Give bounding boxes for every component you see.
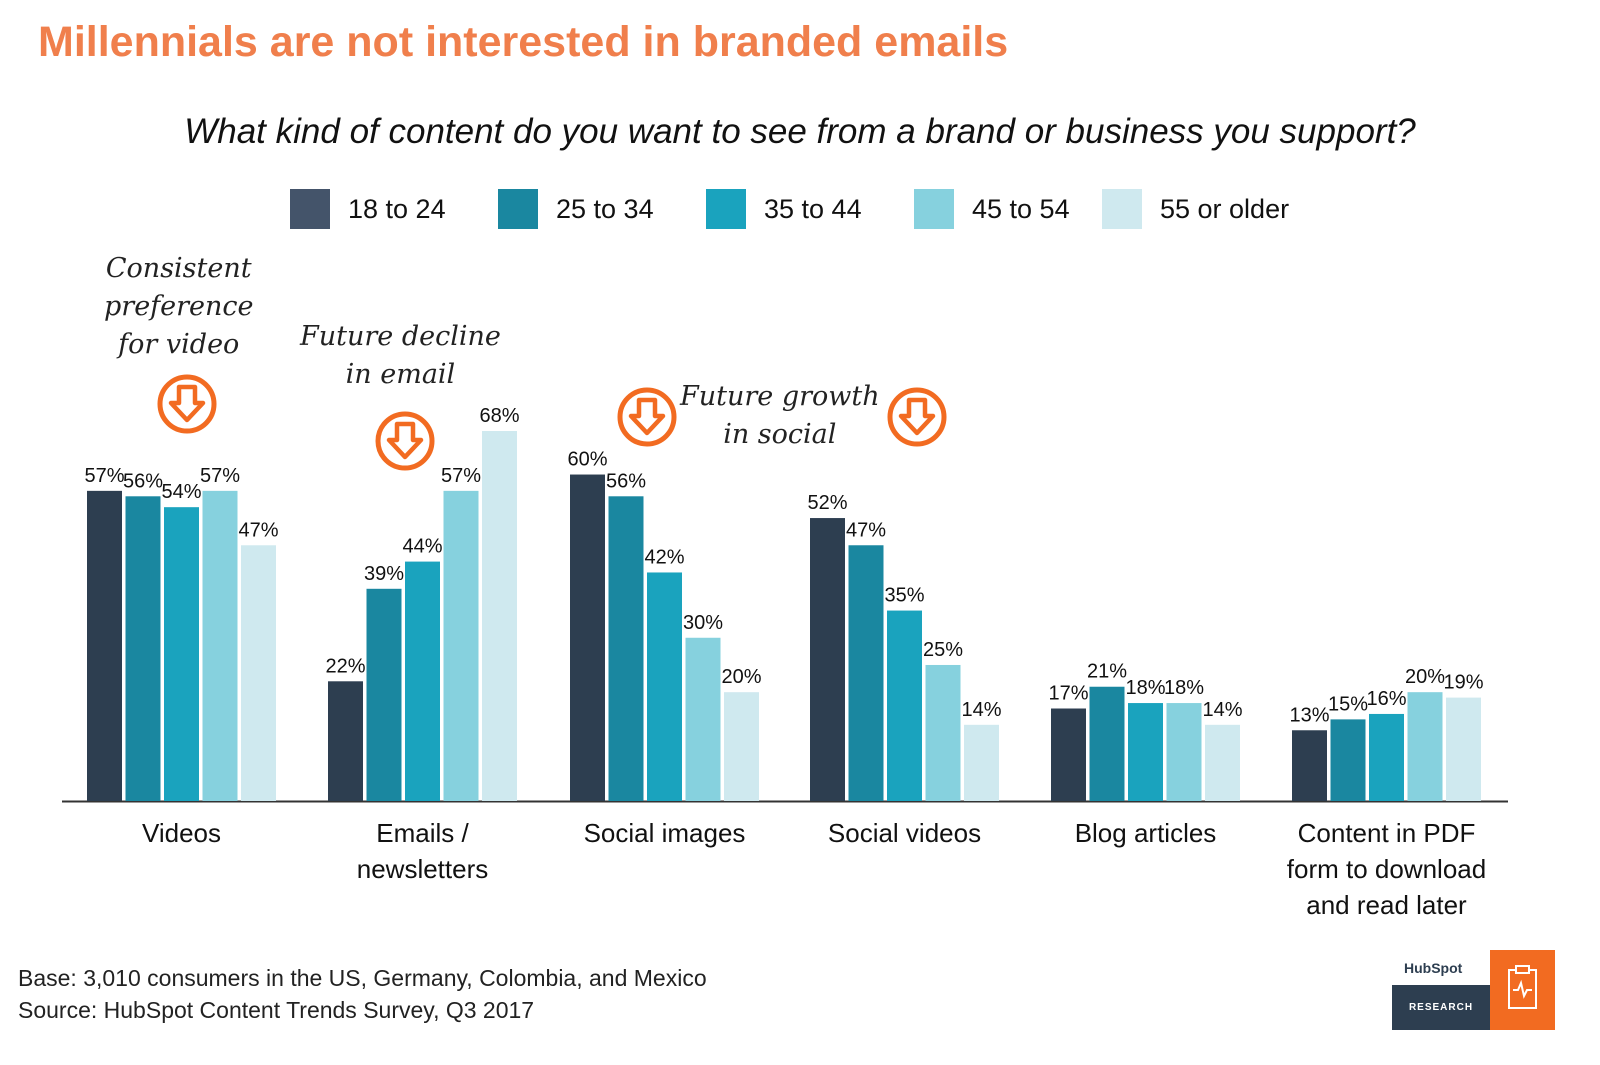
data-label: 13%: [1289, 704, 1329, 726]
category-label: Videos: [142, 818, 221, 848]
data-label: 68%: [479, 405, 519, 427]
bar: [1166, 703, 1202, 801]
bar: [608, 496, 644, 801]
bar: [443, 490, 479, 801]
bar: [724, 692, 759, 801]
bar: [925, 664, 961, 801]
annotation-email: Future decline in email: [300, 321, 501, 390]
data-label: 14%: [961, 699, 1001, 721]
bar: [1128, 703, 1163, 801]
legend-item-35-44: 35 to 44: [706, 188, 862, 230]
bar: [1205, 724, 1240, 801]
legend-label: 18 to 24: [348, 193, 446, 224]
bar: [848, 545, 884, 801]
data-label: 30%: [683, 612, 723, 634]
data-label: 16%: [1366, 688, 1406, 710]
data-label: 35%: [884, 585, 924, 607]
data-label: 21%: [1087, 661, 1127, 683]
page-title: Millennials are not interested in brande…: [38, 18, 1009, 66]
data-label: 52%: [807, 492, 847, 514]
bar: [1051, 708, 1086, 801]
bar: [241, 545, 276, 801]
legend-label: 25 to 34: [556, 193, 654, 224]
data-label: 57%: [200, 465, 240, 487]
category-label: Emails / newsletters: [357, 818, 489, 884]
legend-label: 35 to 44: [764, 193, 862, 224]
footer-source: Source: HubSpot Content Trends Survey, Q…: [18, 997, 535, 1023]
arrow-down-circle-icon: [157, 374, 217, 434]
bar: [1407, 692, 1443, 801]
bar: [887, 610, 922, 801]
hubspot-research-logo: HubSpot RESEARCH: [1392, 950, 1555, 1030]
data-label: 42%: [644, 546, 684, 568]
legend-label: 45 to 54: [972, 193, 1070, 224]
bar: [125, 496, 161, 801]
category-label: Content in PDF form to download and read l…: [1287, 818, 1486, 920]
bar: [482, 431, 517, 801]
legend-swatch: [498, 189, 538, 229]
annotation-video: Consistent preference for video: [104, 253, 254, 360]
legend-item-25-34: 25 to 34: [498, 188, 654, 230]
legend-item-45-54: 45 to 54: [914, 188, 1070, 230]
data-label: 14%: [1202, 699, 1242, 721]
bar: [202, 490, 238, 801]
data-label: 57%: [84, 465, 124, 487]
legend-swatch: [914, 189, 954, 229]
category-label: Social videos: [828, 818, 981, 848]
bar: [1369, 713, 1404, 801]
bar: [366, 588, 402, 801]
data-label: 18%: [1125, 677, 1165, 699]
arrow-down-circle-icon: [375, 411, 435, 471]
hubspot-wordmark: HubSpot: [1404, 960, 1463, 976]
data-label: 57%: [441, 465, 481, 487]
data-label: 56%: [606, 470, 646, 492]
data-label: 20%: [721, 666, 761, 688]
legend: 18 to 24 25 to 34 35 to 44 45 to 54 55 o…: [0, 188, 1600, 230]
bar: [1446, 697, 1481, 801]
data-label: 17%: [1048, 683, 1088, 705]
data-label: 18%: [1164, 677, 1204, 699]
bar: [1330, 719, 1366, 801]
bar: [647, 572, 682, 801]
data-label: 19%: [1443, 672, 1483, 694]
data-label: 47%: [238, 519, 278, 541]
data-label: 60%: [567, 449, 607, 471]
footer: Base: 3,010 consumers in the US, Germany…: [18, 962, 707, 1026]
legend-item-55-older: 55 or older: [1102, 188, 1289, 230]
data-label: 39%: [364, 563, 404, 585]
data-label: 22%: [325, 655, 365, 677]
legend-item-18-24: 18 to 24: [290, 188, 446, 230]
arrow-down-circle-icon: [617, 387, 677, 447]
bar: [87, 490, 122, 801]
data-label: 56%: [123, 470, 163, 492]
data-label: 44%: [402, 536, 442, 558]
legend-swatch: [706, 189, 746, 229]
legend-swatch: [290, 189, 330, 229]
bar: [405, 561, 440, 801]
data-label: 20%: [1405, 666, 1445, 688]
bar-chart: 57%56%54%57%47%Videos22%39%44%57%68%Emai…: [62, 405, 1508, 920]
annotation-social: Future growth in social: [680, 381, 880, 450]
bar: [1292, 730, 1327, 801]
bar: [164, 507, 199, 801]
arrow-down-circle-icon: [887, 387, 947, 447]
legend-label: 55 or older: [1160, 193, 1290, 224]
data-label: 15%: [1328, 693, 1368, 715]
bar: [1089, 686, 1125, 801]
research-label: RESEARCH: [1392, 985, 1490, 1030]
category-label: Blog articles: [1075, 818, 1217, 848]
bar: [810, 518, 845, 801]
legend-swatch: [1102, 189, 1142, 229]
bar: [570, 474, 605, 801]
bar: [328, 681, 363, 801]
clipboard-icon: [1490, 950, 1555, 1030]
bar: [685, 637, 721, 801]
data-label: 54%: [161, 481, 201, 503]
chart-question: What kind of content do you want to see …: [184, 112, 1416, 151]
category-label: Social images: [584, 818, 746, 848]
bar: [964, 724, 999, 801]
footer-base: Base: 3,010 consumers in the US, Germany…: [18, 965, 707, 991]
data-label: 25%: [923, 639, 963, 661]
data-label: 47%: [846, 519, 886, 541]
